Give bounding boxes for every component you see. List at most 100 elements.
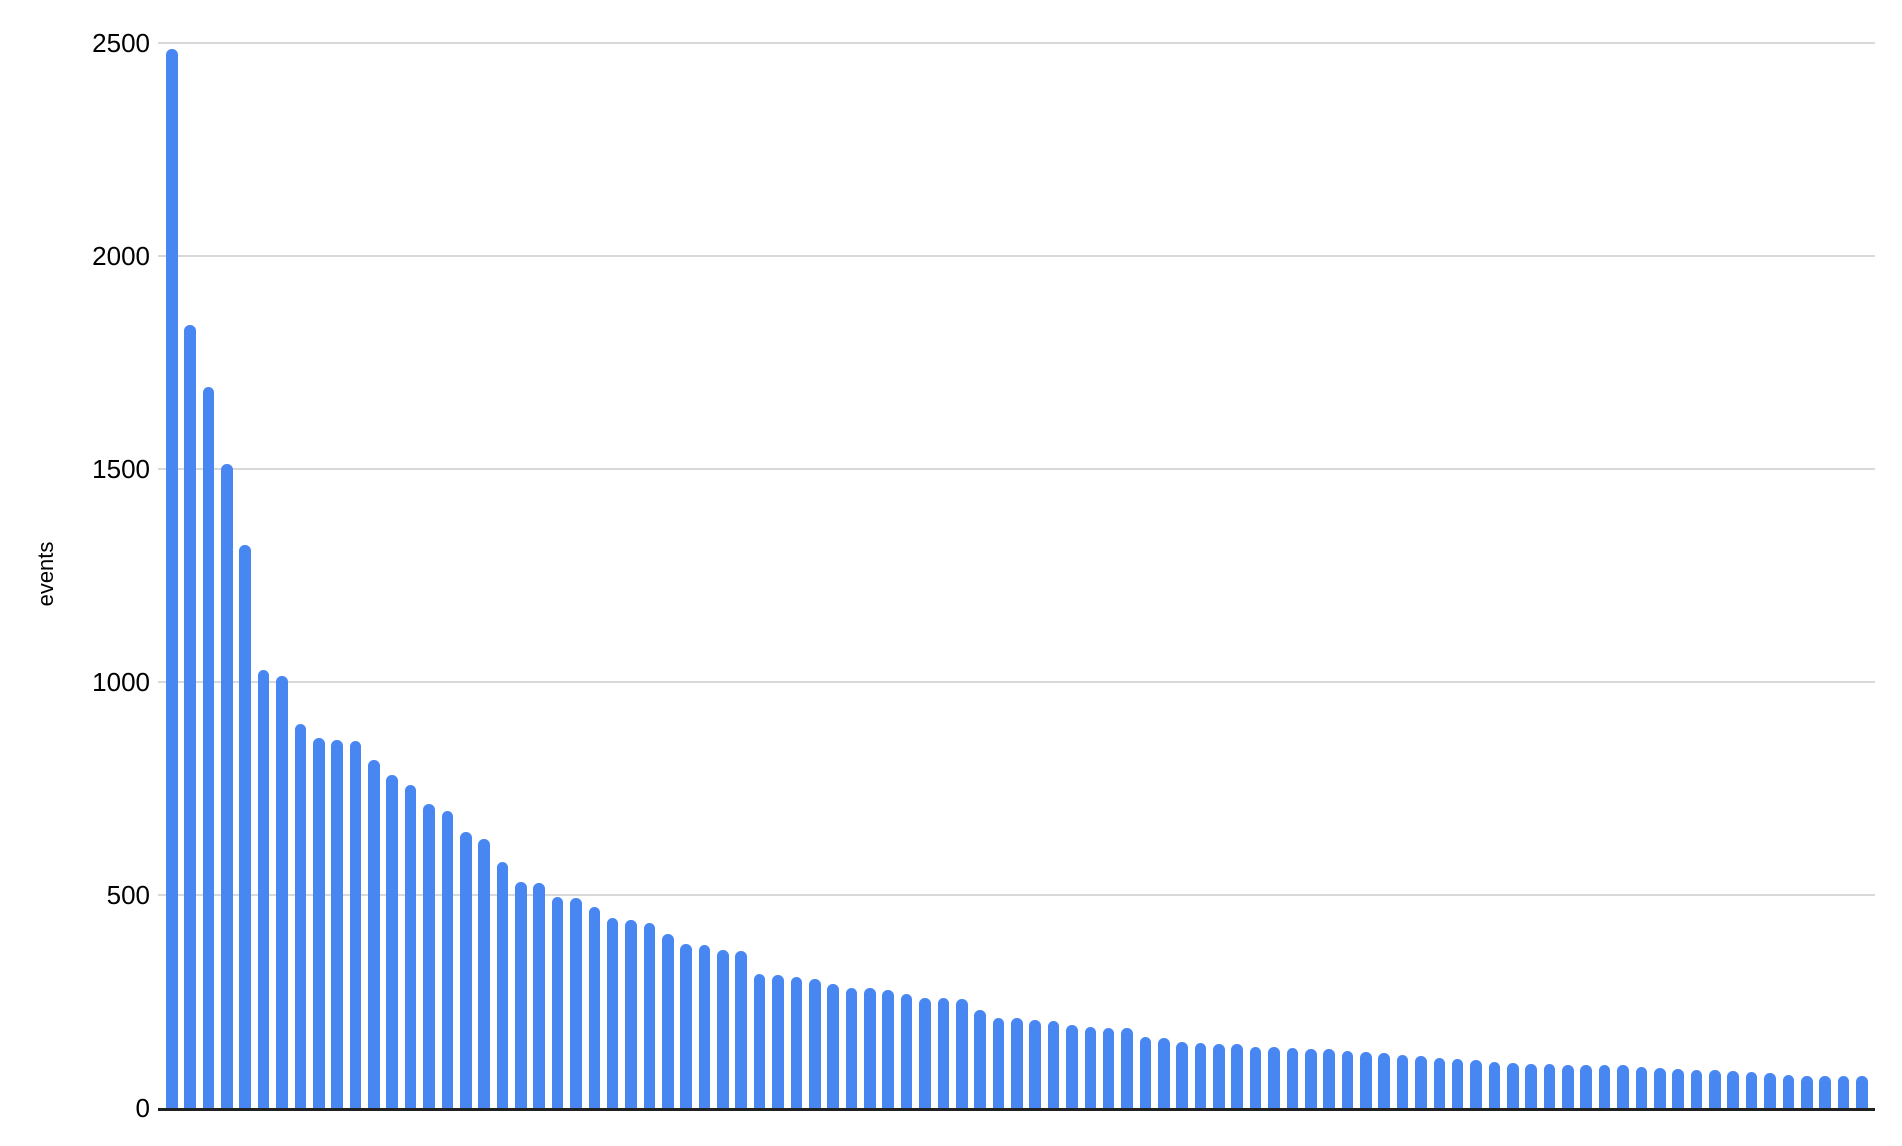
bar xyxy=(1102,1027,1115,1108)
gridline-500 xyxy=(158,893,1875,896)
bar xyxy=(588,906,601,1108)
gridline-1500 xyxy=(158,467,1875,470)
bar xyxy=(1488,1062,1501,1108)
bar xyxy=(1819,1075,1831,1108)
bar xyxy=(1782,1074,1795,1108)
bar xyxy=(404,784,417,1108)
bar xyxy=(1709,1070,1721,1108)
bar xyxy=(790,977,803,1108)
bar xyxy=(1470,1060,1482,1108)
bar xyxy=(735,951,748,1108)
x-axis-line xyxy=(158,1107,1875,1111)
bar xyxy=(1396,1054,1409,1108)
y-tick-label-2000: 2000 xyxy=(92,240,150,271)
bar xyxy=(1415,1055,1427,1108)
bar xyxy=(423,804,435,1108)
bar xyxy=(221,464,233,1108)
bar xyxy=(1543,1063,1556,1108)
bar xyxy=(1745,1072,1758,1108)
bar xyxy=(808,979,821,1108)
bar xyxy=(864,988,876,1108)
bar xyxy=(680,944,692,1108)
bar xyxy=(386,775,399,1108)
bar xyxy=(294,723,307,1108)
bar xyxy=(1157,1037,1170,1108)
bar xyxy=(698,945,711,1108)
bar xyxy=(900,993,913,1108)
bar xyxy=(496,861,509,1108)
bar xyxy=(1800,1075,1813,1108)
bar xyxy=(717,949,729,1108)
bar xyxy=(1672,1068,1684,1108)
bar xyxy=(1653,1067,1666,1108)
bar xyxy=(772,975,784,1108)
bar xyxy=(625,920,637,1108)
y-tick-label-1500: 1500 xyxy=(92,453,150,484)
y-tick-label-1000: 1000 xyxy=(92,666,150,697)
bar xyxy=(570,898,582,1108)
bar xyxy=(1580,1064,1593,1108)
bar xyxy=(349,741,362,1108)
bar xyxy=(753,973,766,1108)
bar xyxy=(1176,1042,1188,1108)
bar xyxy=(1066,1025,1078,1108)
bar xyxy=(312,738,325,1108)
bar xyxy=(1084,1027,1097,1108)
bar xyxy=(551,896,564,1108)
bar xyxy=(1213,1044,1225,1108)
bar xyxy=(1378,1053,1390,1108)
bar xyxy=(1525,1063,1537,1108)
bar xyxy=(937,998,950,1108)
bar xyxy=(441,810,454,1108)
y-tick-label-2500: 2500 xyxy=(92,27,150,58)
bar xyxy=(827,983,839,1108)
bar xyxy=(478,839,490,1108)
bar xyxy=(331,740,343,1108)
bar xyxy=(1139,1036,1152,1108)
y-tick-label-0: 0 xyxy=(135,1093,150,1123)
bar xyxy=(1323,1048,1335,1108)
bar xyxy=(1562,1064,1574,1108)
bar xyxy=(1231,1044,1244,1108)
bar xyxy=(1635,1067,1648,1108)
bar xyxy=(1341,1051,1354,1108)
bar xyxy=(1121,1027,1133,1108)
bar xyxy=(257,670,270,1108)
bar xyxy=(459,831,472,1108)
bar xyxy=(643,922,656,1108)
gridline-1000 xyxy=(158,680,1875,683)
bar xyxy=(533,883,545,1108)
bar xyxy=(515,881,527,1108)
bar xyxy=(166,48,178,1108)
bar xyxy=(184,324,196,1108)
bar xyxy=(974,1009,986,1108)
bar xyxy=(1598,1064,1611,1108)
bar xyxy=(1194,1042,1207,1108)
y-tick-label-500: 500 xyxy=(106,879,150,910)
bar xyxy=(1286,1047,1299,1108)
bar xyxy=(1837,1076,1850,1108)
bar xyxy=(606,918,619,1108)
bar xyxy=(202,386,215,1108)
gridline-2500 xyxy=(158,41,1875,44)
bar xyxy=(1011,1017,1023,1108)
bar xyxy=(1433,1057,1446,1108)
bar xyxy=(882,990,895,1108)
bar xyxy=(1304,1048,1317,1108)
bar xyxy=(276,676,288,1108)
bar xyxy=(1856,1076,1868,1108)
bar xyxy=(239,544,252,1108)
bar xyxy=(1690,1069,1703,1108)
bar xyxy=(661,934,674,1108)
bar xyxy=(1029,1020,1041,1108)
bar xyxy=(1764,1073,1776,1108)
bar xyxy=(1249,1047,1262,1108)
bar xyxy=(1617,1065,1629,1108)
bar xyxy=(1360,1052,1372,1108)
bar xyxy=(368,760,380,1108)
y-axis-title: events xyxy=(33,541,58,607)
bar xyxy=(845,987,858,1108)
bar xyxy=(1047,1021,1060,1108)
bar xyxy=(919,998,931,1108)
bar xyxy=(955,999,968,1108)
